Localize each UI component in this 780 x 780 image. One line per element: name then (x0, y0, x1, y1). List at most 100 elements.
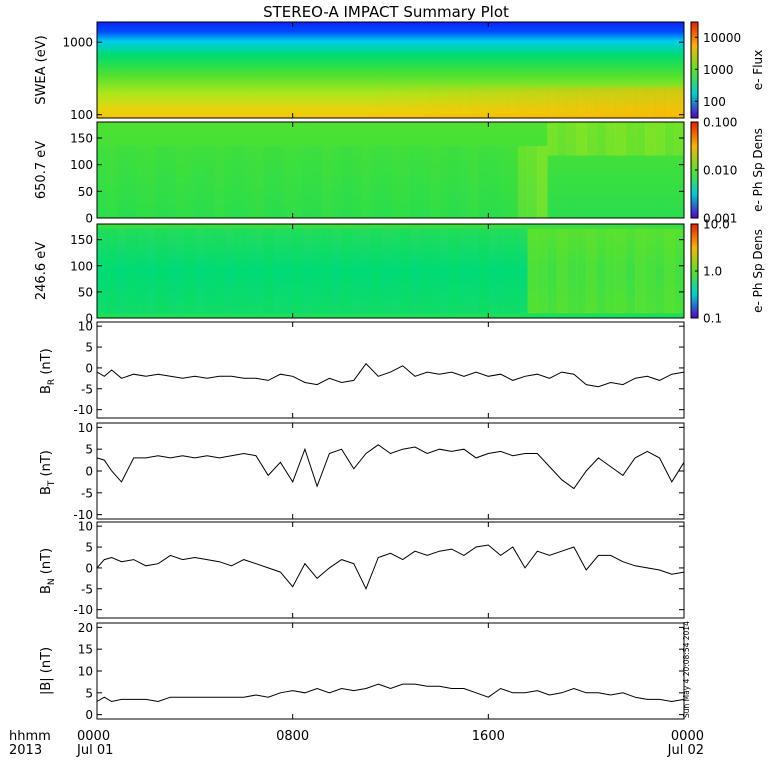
swea-colorbar-frame (690, 21, 699, 119)
pad246-heatmap-cell (527, 228, 538, 314)
pad246-heatmap-cell (116, 228, 127, 314)
pad246-heatmap-cell (312, 228, 323, 314)
chart-title: STEREO-A IMPACT Summary Plot (263, 3, 509, 21)
pad246-heatmap-cell (488, 228, 499, 314)
pad246-heatmap-cell (380, 228, 392, 314)
pad650-heatmap-cell (97, 146, 108, 218)
pad650-heatmap-cell (449, 146, 460, 218)
pad246-heatmap-cell (595, 228, 607, 314)
pad246-heatmap-cell (106, 228, 118, 314)
pad650-heatmap-cell (390, 146, 401, 218)
br-ytick-label: -10 (73, 403, 93, 417)
swea-heatmap-cell (664, 87, 675, 118)
br-ytick-label: 0 (85, 361, 93, 375)
bn-ytick-label: 10 (78, 520, 93, 534)
pad246-heatmap-cell (97, 228, 108, 314)
pad650-heatmap-cell (478, 146, 489, 218)
pad246-colorbar-label: e- Ph Sp Dens (751, 229, 765, 313)
swea-colorbar-tick-label: 1000 (703, 63, 734, 77)
pad246-heatmap-cell (429, 228, 441, 314)
pad246-heatmap-cell (341, 228, 352, 314)
pad650-heatmap-cell (654, 122, 666, 156)
pad650-heatmap-cell (498, 146, 509, 218)
pad246-heatmap-cell (439, 228, 450, 314)
pad246-heatmap-cell (214, 228, 225, 314)
pad650-heatmap-cell (292, 146, 304, 218)
swea-heatmap-cell (478, 87, 489, 118)
swea-ylabel: SWEA (eV) (34, 35, 49, 104)
pad246-heatmap-cell (243, 228, 255, 314)
swea-colorbar (691, 22, 698, 118)
pad650-heatmap-cell (233, 146, 245, 218)
pad650-heatmap-cell (625, 122, 636, 156)
pad246-heatmap-cell (165, 228, 176, 314)
pad650-heatmap-cell (468, 146, 480, 218)
pad246-heatmap-cell (370, 228, 382, 314)
swea-heatmap-cell (410, 87, 421, 118)
swea-heatmap-cell (517, 87, 529, 118)
swea-heatmap-cell (625, 87, 636, 118)
bt-ytick-label: 10 (78, 421, 93, 435)
bmag-frame (96, 622, 685, 720)
pad650-heatmap-cell (674, 122, 685, 156)
pad650-colorbar-label: e- Ph Sp Dens (751, 128, 765, 212)
pad246-heatmap-cell (566, 228, 577, 314)
pad246-heatmap-cell (498, 228, 509, 314)
pad650-heatmap-cell (644, 122, 656, 156)
pad246-ytick-label: 100 (70, 259, 93, 273)
pad246-heatmap-cell (185, 228, 196, 314)
pad650-heatmap-cell (116, 146, 127, 218)
xaxis-corner-label-time: hhmm (9, 729, 51, 744)
swea-heatmap-cell (615, 87, 626, 118)
bn-ytick-label: -10 (73, 603, 93, 617)
pad246-heatmap-cell (175, 228, 186, 314)
pad246-ytick-label: 150 (70, 233, 93, 247)
pad246-colorbar (691, 224, 698, 318)
pad650-heatmap-cell (419, 146, 431, 218)
pad650-heatmap-cell (194, 146, 206, 218)
pad246-heatmap-cell (517, 228, 529, 314)
swea-colorbar-label: e- Flux (751, 50, 765, 90)
swea-heatmap-cell (635, 87, 646, 118)
pad650-heatmap-cell (155, 146, 167, 218)
pad650-ytick-label: 0 (85, 212, 93, 226)
br-ylabel: BR (nT) (39, 348, 57, 394)
swea-heatmap-cell (429, 87, 441, 118)
swea-frame (96, 21, 685, 119)
swea-heatmap-cell (595, 87, 607, 118)
pad650-heatmap-cell (507, 146, 519, 218)
swea-heatmap-cell (605, 87, 617, 118)
pad246-heatmap-cell (233, 228, 245, 314)
swea-heatmap-cell (576, 87, 587, 118)
pad246-heatmap-cell (136, 228, 147, 314)
xaxis-time-label: 0000 (77, 729, 110, 744)
pad650-heatmap-cell (312, 146, 323, 218)
pad246-heatmap-cell (635, 228, 646, 314)
pad650-heatmap-cell (136, 146, 147, 218)
pad650-heatmap-cell (605, 122, 617, 156)
pad650-heatmap-cell (331, 146, 343, 218)
pad650-heatmap-cell (204, 146, 215, 218)
pad650-heatmap-cell (253, 146, 264, 218)
pad246-heatmap-cell (282, 228, 294, 314)
bn-ytick-label: 0 (85, 561, 93, 575)
bn-series-line (96, 544, 685, 591)
bmag-ylabel: |B| (nT) (39, 647, 54, 695)
bn-frame (96, 521, 685, 619)
pad650-heatmap-cell (282, 146, 294, 218)
br-ytick-label: 5 (85, 341, 93, 355)
pad650-heatmap-cell (429, 146, 441, 218)
swea-colorbar-tick-label: 10000 (703, 31, 741, 45)
bmag-ytick-label: 5 (85, 686, 93, 700)
pad650-heatmap-cell (439, 146, 450, 218)
pad650-heatmap-cell (126, 146, 137, 218)
pad246-heatmap-cell (155, 228, 167, 314)
bmag-ytick-label: 20 (78, 621, 93, 635)
swea-heatmap-cell (527, 87, 538, 118)
swea-heatmap-cell (439, 87, 450, 118)
pad246-heatmap-cell (605, 228, 617, 314)
pad650-heatmap-cell (185, 146, 196, 218)
pad650-heatmap-cell (547, 122, 558, 156)
pad650-heatmap-cell (400, 146, 411, 218)
pad246-heatmap-cell (419, 228, 431, 314)
